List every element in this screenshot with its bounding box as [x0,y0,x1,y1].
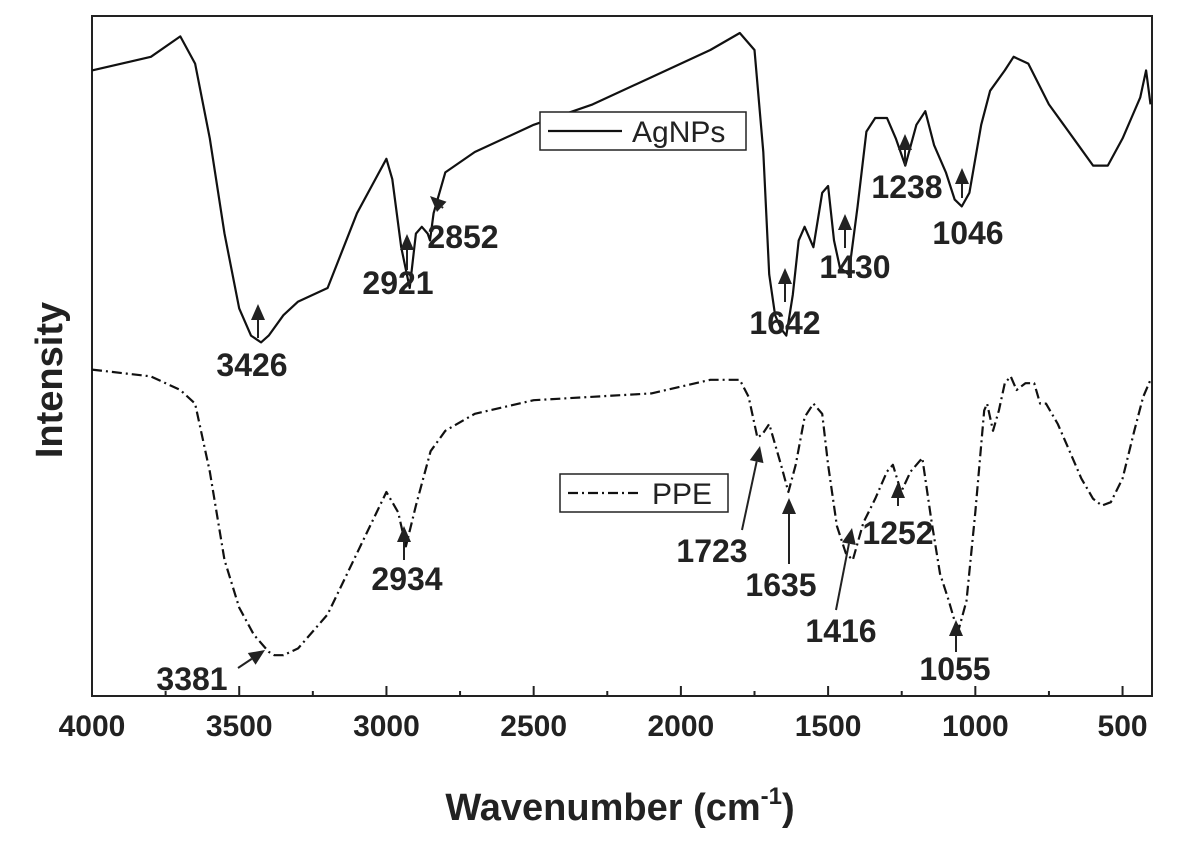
peak-arrow-line [237,658,253,669]
legend-label: PPE [652,478,712,511]
peak-annotation: 1046 [932,168,1004,251]
peak-label: 3381 [156,661,227,697]
y-axis-title: Intensity [29,302,71,458]
peak-annotation: 2934 [371,526,443,597]
x-axis-title-close: ) [782,787,795,829]
x-tick-label: 2000 [648,710,715,743]
peak-label: 3426 [216,347,287,383]
peak-annotation: 2921 [362,234,434,301]
x-axis-title-superscript: -1 [761,783,782,810]
peak-annotation: 1238 [871,134,943,205]
peak-label: 2921 [362,265,433,301]
peak-arrow-head [891,482,905,498]
peak-label: 1046 [932,215,1003,251]
peak-label: 1723 [676,533,747,569]
series-line-agnps [91,31,1152,344]
peak-annotation: 1642 [749,268,821,341]
legend: AgNPs PPE [539,111,747,513]
peak-annotation: 3381 [156,650,265,697]
series-layer [91,31,1152,657]
x-tick-label: 4000 [59,710,126,743]
peak-label: 1635 [745,567,816,603]
x-tick-label: 3000 [353,710,420,743]
peak-label: 1055 [919,651,990,687]
x-axis-title-text: Wavenumber (cm [445,787,760,829]
peak-arrow-line [741,461,758,531]
peak-arrow-head [842,528,856,546]
peak-annotation: 1416 [805,528,877,649]
peak-arrow-head [955,168,969,184]
x-tick-label: 1500 [795,710,862,743]
peak-label: 1238 [871,169,942,205]
peak-arrow-head [247,650,265,665]
peak-annotation: 1055 [919,620,991,687]
x-tick-label: 2500 [500,710,567,743]
peak-label: 1642 [749,305,820,341]
peak-label: 2852 [427,219,498,255]
peak-arrow-line [835,543,850,611]
x-tick-label: 3500 [206,710,273,743]
peak-arrow-head [430,196,447,212]
peak-label: 1430 [819,249,890,285]
legend-label: AgNPs [632,116,725,149]
peak-label: 2934 [371,561,442,597]
x-tick-label: 500 [1098,710,1148,743]
x-axis-title: Wavenumber (cm-1) [445,783,794,829]
peak-annotation: 1635 [745,498,817,603]
peak-arrow-line [441,206,444,209]
plot-frame [91,15,1153,697]
peak-annotation: 1252 [862,482,934,551]
peak-annotation: 1430 [819,214,891,285]
peak-arrow-head [749,446,764,464]
peak-annotation: 1723 [676,446,764,569]
peak-arrow-head [400,234,414,250]
x-axis-ticks: 4000 3500 3000 2500 2000 1500 1000 500 [59,686,1148,743]
peak-annotation: 3426 [216,304,288,383]
peak-arrow-head [949,620,963,636]
peak-label: 1252 [862,515,933,551]
peak-annotations: 3426 2921 2852 1642 1430 1238 1046 3381 2934 1723… [156,134,1004,697]
x-tick-label: 1000 [942,710,1009,743]
peak-label: 1416 [805,613,876,649]
peak-arrow-head [397,526,411,542]
peak-arrow-head [782,498,796,514]
peak-arrow-head [838,214,852,230]
peak-arrow-head [778,268,792,284]
peak-arrow-head [898,134,912,150]
peak-annotation: 2852 [427,196,499,255]
series-line-ppe [91,368,1152,657]
peak-arrow-head [251,304,265,320]
